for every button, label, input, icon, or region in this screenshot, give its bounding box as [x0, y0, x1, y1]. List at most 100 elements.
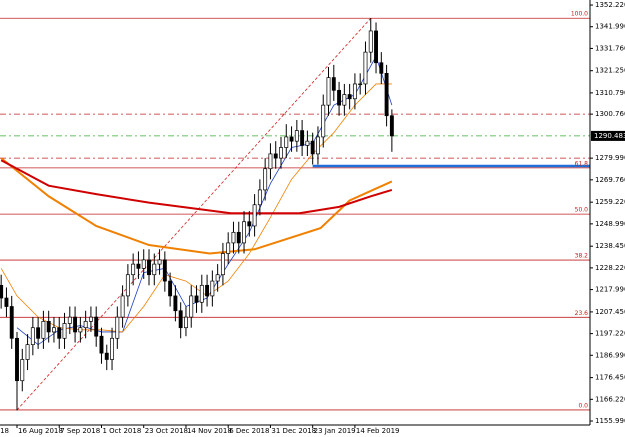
x-tick-label: 18 [0, 427, 9, 435]
candle-body [326, 77, 331, 106]
fib-label: 61.8 [575, 160, 589, 167]
candle-body [15, 337, 19, 382]
y-tick-label: 1300.760 [595, 110, 625, 118]
candle-body [352, 83, 357, 100]
candle-body [279, 147, 283, 159]
candle-body [131, 263, 136, 276]
candle-body [136, 263, 141, 269]
y-tick-label: 1310.790 [595, 89, 625, 97]
candle-body [162, 259, 167, 282]
candle-body [168, 280, 173, 297]
candle-body [104, 352, 109, 360]
candle-body [4, 297, 9, 307]
candle-body [268, 153, 273, 170]
candle-body [173, 295, 178, 312]
candle-body [220, 253, 225, 276]
y-tick-label: 1166.220 [595, 395, 625, 403]
x-tick-label: 14 Feb 2019 [356, 427, 400, 435]
candle-body [57, 327, 62, 339]
candle-body [316, 136, 320, 155]
y-tick-label: 1186.990 [595, 351, 625, 359]
candle-body [310, 140, 315, 155]
candle-body [20, 359, 25, 382]
x-tick-label: 1 Oct 2018 [102, 427, 141, 435]
candle-body [199, 284, 204, 303]
candle-body [184, 316, 188, 329]
x-tick-label: 7 Sep 2018 [60, 427, 100, 435]
candle-body [374, 30, 378, 64]
candle-body [152, 263, 157, 276]
candle-body [147, 259, 151, 276]
candle-body [305, 140, 310, 146]
candle-body [284, 136, 289, 148]
candle-body [205, 284, 210, 297]
candle-body [242, 221, 246, 244]
candle-body [62, 323, 67, 339]
fib-label: 38.2 [575, 253, 589, 260]
y-tick-label: 1352.220 [595, 1, 625, 9]
candle-body [41, 320, 46, 339]
candle-body [363, 51, 368, 85]
candle-body [52, 327, 56, 333]
candle-body [347, 94, 352, 100]
x-tick-label: 23 Oct 2018 [145, 427, 188, 435]
candle-body [94, 316, 99, 337]
candle-body [247, 221, 252, 227]
fib-label: 0.0 [578, 402, 588, 409]
fib-label: 50.0 [575, 207, 589, 214]
candle-body [331, 77, 336, 91]
candle-body [194, 295, 199, 303]
candle-body [30, 327, 35, 346]
y-tick-label: 1321.250 [595, 67, 625, 75]
candle-body [9, 306, 14, 339]
candle-body [115, 316, 120, 339]
y-tick-label: 1155.990 [595, 417, 625, 425]
y-tick-label: 1341.990 [595, 23, 625, 31]
y-tick-label: 1269.760 [595, 176, 625, 184]
candle-body [73, 316, 78, 333]
x-tick-label: 23 Jan 2019 [314, 427, 356, 435]
candle-body [289, 136, 294, 142]
candle-body [389, 115, 394, 137]
candle-body [88, 316, 93, 322]
candle-body [342, 94, 347, 106]
candle-body [321, 104, 326, 138]
x-tick-label: 14 Nov 2018 [187, 427, 232, 435]
candle-body [141, 259, 146, 269]
y-tick-label: 1259.220 [595, 198, 625, 206]
candle-body [0, 284, 4, 299]
y-tick-label: 1217.990 [595, 286, 625, 294]
x-tick-label: 6 Dec 2018 [229, 427, 269, 435]
candle-body [236, 231, 241, 244]
candle-body [337, 89, 342, 106]
candle-body [83, 320, 88, 329]
current-price-label: 1290.483 [594, 132, 625, 140]
candle-body [379, 62, 384, 74]
candle-body [110, 337, 114, 360]
candle-body [120, 295, 125, 318]
candle-body [368, 30, 373, 53]
candle-body [257, 189, 262, 206]
candle-body [294, 130, 299, 142]
candle-body [67, 316, 72, 324]
y-tick-label: 1197.220 [595, 330, 625, 338]
candle-body [215, 274, 220, 282]
x-tick-label: 16 Aug 2018 [18, 427, 63, 435]
candle-body [189, 295, 194, 318]
moving-average [0, 157, 393, 255]
candle-body [300, 130, 305, 146]
candle-body [25, 344, 30, 360]
y-tick-label: 1207.450 [595, 308, 625, 316]
y-tick-label: 1248.990 [595, 220, 625, 228]
candle-body [231, 231, 236, 244]
candle-body [252, 204, 257, 227]
current-price-box [591, 130, 625, 141]
y-tick-label: 1279.990 [595, 154, 625, 162]
trend-line [16, 17, 372, 411]
candle-body [263, 168, 268, 191]
candle-body [46, 320, 51, 333]
candle-body [273, 153, 278, 159]
candle-body [36, 327, 41, 339]
candle-body [226, 242, 231, 254]
